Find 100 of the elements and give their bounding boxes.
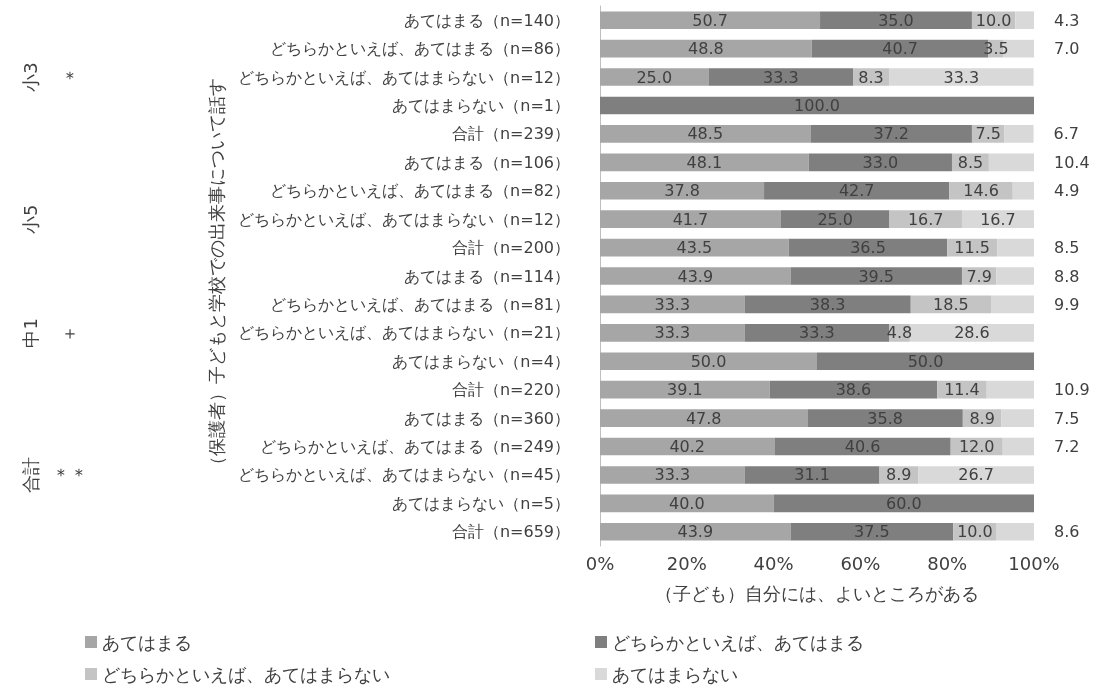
bar: [991, 295, 1034, 314]
data-label: 14.6: [963, 181, 999, 201]
data-label: 9.9: [1054, 294, 1080, 314]
bar: [1001, 409, 1034, 427]
bar: [790, 522, 954, 541]
bar: [600, 437, 775, 456]
data-label: 33.3: [798, 323, 835, 343]
text: 中1: [19, 318, 41, 348]
data-label: 40.6: [844, 437, 881, 457]
y-tick-label: どちらかといえば、あてはまらない（n=12）: [238, 67, 570, 87]
data-label: 8.9: [969, 408, 995, 428]
data-label: 48.1: [686, 152, 723, 172]
bar: [600, 11, 821, 30]
data-label: 38.3: [809, 294, 846, 314]
data-label: 39.1: [667, 380, 703, 400]
bar: [780, 210, 890, 228]
y-tick-label: あてはまらない（n=1）: [392, 95, 570, 115]
bar: [600, 238, 789, 257]
bar: [600, 68, 709, 86]
bar: [774, 437, 951, 456]
data-label: 16.7: [980, 209, 1016, 229]
legend-label: どちらかといえば、あてはまらない: [102, 663, 390, 685]
y-tick-label: あてはまる（n=114）: [403, 266, 570, 286]
legend-label: あてはまる: [102, 631, 192, 653]
y-tick-label: 合計（n=220）: [451, 380, 570, 400]
data-label: 7.9: [966, 266, 992, 286]
bar: [810, 125, 972, 143]
data-label: 50.7: [692, 10, 728, 30]
data-label: 33.0: [862, 152, 899, 172]
bar: [600, 352, 817, 371]
data-label: 37.2: [873, 124, 910, 144]
bar: [1002, 437, 1034, 456]
data-label: 40.7: [882, 39, 918, 59]
bar: [1004, 125, 1034, 143]
bar: [918, 466, 1034, 484]
x-tick-label: 20%: [666, 552, 707, 574]
data-label: 40.2: [669, 437, 706, 457]
y-tick-label: どちらかといえば、あてはまらない（n=21）: [238, 323, 570, 343]
y-tick-label: あてはまる（n=140）: [403, 10, 570, 30]
data-label: 4.9: [1054, 181, 1080, 201]
legend-label: どちらかといえば、あてはまる: [612, 631, 864, 653]
data-label: 7.2: [1054, 437, 1080, 457]
y-tick-label: あてはまる（n=106）: [403, 152, 570, 172]
data-label: 8.8: [1054, 266, 1080, 286]
data-label: 41.7: [672, 209, 709, 229]
data-label: 16.7: [907, 209, 944, 229]
bar: [997, 238, 1034, 257]
data-label: 35.8: [867, 408, 903, 428]
y-tick-label: どちらかといえば、あてはまらない（n=12）: [238, 209, 570, 229]
text: 小3: [19, 62, 41, 92]
data-label: 33.3: [654, 323, 691, 343]
data-label: 48.8: [688, 39, 724, 59]
data-label: 36.5: [850, 238, 886, 258]
bar: [1015, 11, 1034, 30]
bar: [817, 352, 1034, 371]
data-label: 43.5: [676, 238, 713, 258]
x-tick-label: 0%: [585, 552, 615, 574]
bar: [600, 494, 774, 513]
bar: [986, 380, 1034, 399]
data-label: 37.8: [664, 181, 700, 201]
data-label: 11.4: [944, 380, 980, 400]
y-tick-label: どちらかといえば、あてはまる（n=249）: [259, 437, 570, 457]
bar: [600, 39, 812, 58]
data-label: 12.0: [958, 437, 995, 457]
bar: [790, 267, 962, 285]
data-label: 10.0: [975, 10, 1012, 30]
y-tick-label: あてはまらない（n=4）: [392, 351, 570, 371]
data-label: 10.9: [1054, 380, 1090, 400]
text: ＊＊: [52, 464, 88, 486]
y-axis-title: （保護者）子どもと学校での出来事について話す: [205, 78, 227, 474]
data-label: 8.6: [1054, 522, 1080, 542]
data-label: 7.0: [1054, 39, 1080, 59]
bar: [600, 267, 791, 285]
bar: [600, 181, 765, 200]
bar: [744, 466, 880, 484]
x-tick-label: 60%: [840, 552, 881, 574]
bar: [600, 466, 745, 484]
y-tick-label: どちらかといえば、あてはまる（n=82）: [270, 181, 570, 201]
bar: [889, 68, 1034, 86]
data-label: 31.1: [794, 465, 830, 485]
bar: [1012, 181, 1034, 200]
text: ＊: [61, 66, 79, 88]
y-tick-label: どちらかといえば、あてはまる（n=81）: [270, 294, 570, 314]
data-label: 50.0: [690, 351, 727, 371]
data-label: 8.5: [957, 152, 984, 172]
data-label: 6.7: [1053, 124, 1080, 144]
data-label: 43.9: [677, 266, 714, 286]
data-label: 47.8: [685, 408, 722, 428]
bar: [773, 494, 1034, 513]
data-label: 43.9: [677, 522, 714, 542]
data-label: 10.0: [957, 522, 993, 542]
data-label: 40.0: [668, 493, 705, 513]
bar: [988, 153, 1034, 172]
data-label: 4.3: [1054, 10, 1080, 30]
bar: [600, 324, 745, 342]
bar: [600, 153, 809, 172]
bar: [600, 409, 808, 427]
data-label: 35.0: [878, 10, 914, 30]
text: 小5: [19, 204, 41, 234]
data-label: 33.3: [654, 294, 691, 314]
